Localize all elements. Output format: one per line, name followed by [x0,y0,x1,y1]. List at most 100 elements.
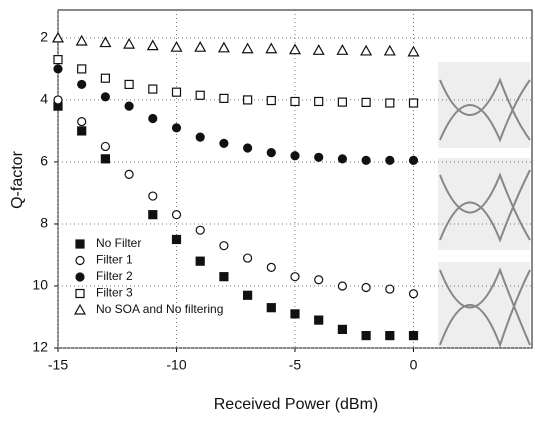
data-point [266,44,276,53]
data-point [78,65,86,73]
data-point [362,284,370,292]
data-point [149,211,157,219]
data-point [149,192,157,200]
data-point [315,97,323,105]
data-point [149,115,157,123]
data-point [101,155,109,163]
data-point [244,96,252,104]
data-point [386,156,394,164]
data-point [291,97,299,105]
data-point [196,133,204,141]
y-tick-label: 4 [40,91,48,107]
data-point [291,310,299,318]
data-point [173,124,181,132]
data-point [291,152,299,160]
legend-marker [75,305,85,314]
data-point [149,85,157,93]
data-point [196,257,204,265]
data-point [124,39,134,48]
legend-label: No SOA and No filtering [96,302,223,316]
y-tick-label: 2 [40,29,48,45]
data-point [220,242,228,250]
data-point [315,276,323,284]
data-point [338,98,346,106]
data-point [77,36,87,45]
data-point [219,43,229,52]
data-point [125,102,133,110]
data-point [101,74,109,82]
data-point [78,80,86,88]
y-tick-label: 8 [40,215,48,231]
data-point [362,156,370,164]
data-point [361,46,371,55]
data-point [173,235,181,243]
data-point [244,254,252,262]
x-tick-label: -10 [166,357,186,373]
data-point [338,282,346,290]
data-point [409,47,419,56]
legend-marker [76,273,84,281]
data-point [410,332,418,340]
legend-label: No Filter [96,236,141,250]
data-point [314,45,324,54]
data-point [267,149,275,157]
y-tick-label: 10 [32,277,48,293]
eye-diagrams [438,62,530,348]
data-point [196,91,204,99]
legend-marker [76,290,84,298]
y-axis-label: Q-factor [9,150,26,208]
data-point [338,155,346,163]
data-point [244,291,252,299]
data-point [386,285,394,293]
data-point [386,332,394,340]
y-tick-label: 12 [32,339,48,355]
data-point [291,273,299,281]
y-tick-label: 6 [40,153,48,169]
data-point [267,263,275,271]
data-point [362,332,370,340]
data-point [315,316,323,324]
data-point [410,99,418,107]
data-point [386,99,394,107]
legend-label: Filter 3 [96,286,133,300]
data-point [220,139,228,147]
data-point [173,211,181,219]
data-point [385,46,395,55]
data-point [125,80,133,88]
legend-marker [76,240,84,248]
data-point [338,325,346,333]
data-point [196,226,204,234]
data-point [267,304,275,312]
legend-label: Filter 2 [96,269,133,283]
data-point [315,153,323,161]
data-point [54,65,62,73]
legend-marker [76,257,84,265]
data-point [148,41,158,50]
data-point [54,96,62,104]
data-point [173,88,181,96]
data-point [101,93,109,101]
data-point [290,45,300,54]
data-point [243,44,253,53]
x-axis-label: Received Power (dBm) [214,396,379,413]
data-point [54,56,62,64]
data-point [125,170,133,178]
data-point [100,38,110,47]
chart: Received Power (dBm) Q-factor 24681012-1… [0,0,535,418]
data-point [410,156,418,164]
x-tick-label: -5 [289,357,302,373]
data-point [362,98,370,106]
data-point [101,142,109,150]
data-point [78,127,86,135]
data-point [78,118,86,126]
data-point [244,144,252,152]
data-point [172,42,182,51]
data-point [195,42,205,51]
data-point [410,290,418,298]
data-point [267,97,275,105]
legend-label: Filter 1 [96,253,133,267]
x-tick-label: 0 [410,357,418,373]
data-point [337,45,347,54]
x-tick-label: -15 [48,357,68,373]
data-point [220,273,228,281]
